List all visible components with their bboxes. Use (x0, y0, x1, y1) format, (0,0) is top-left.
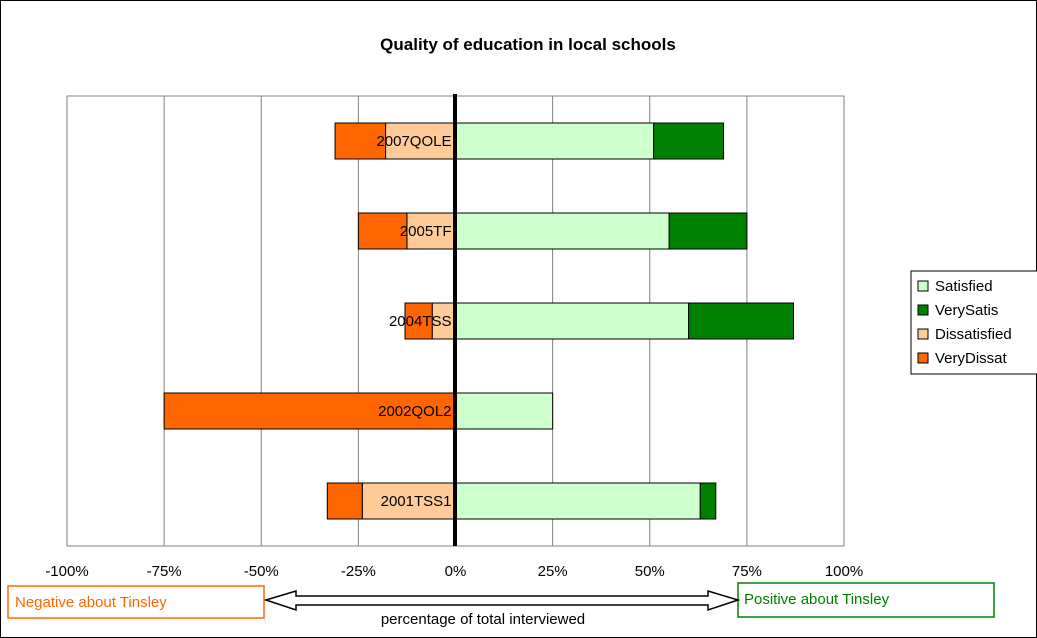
bar-segment-verydissat (334, 122, 387, 160)
axis-caption: percentage of total interviewed (381, 611, 585, 628)
legend-box (910, 270, 1037, 375)
legend-swatch (917, 280, 929, 292)
x-tick-label: 100% (825, 563, 863, 580)
negative-label: Negative about Tinsley (15, 594, 167, 611)
bar-segment-verysatis (688, 302, 794, 340)
x-axis-ticks: -100% -75% -50% -25% 0% 25% 50% 75% 100% (45, 563, 863, 580)
positive-label: Positive about Tinsley (744, 591, 890, 608)
x-tick-label: -25% (341, 563, 376, 580)
category-label: 2005TF (400, 223, 452, 240)
bar-segment-dissatisfied (385, 122, 457, 160)
x-tick-label: -100% (45, 563, 88, 580)
annotation-positive: Positive about Tinsley (737, 582, 995, 618)
x-tick-label: -75% (147, 563, 182, 580)
x-tick-label: 75% (732, 563, 762, 580)
legend-label: VerySatis (935, 302, 998, 319)
negative-box (7, 585, 265, 619)
bar-segment-verydissat (326, 482, 363, 520)
legend-items: Satisfied VerySatis Dissatisfied VeryDissat (917, 278, 1012, 367)
bar-segment-verydissat (404, 302, 433, 340)
category-labels: 2007QOLE 2005TF 2004TSS 2002QOL2 2001TSS1 (376, 133, 451, 510)
chart-title: Quality of education in local schools (380, 35, 676, 54)
bars (163, 122, 794, 520)
bar-segment-satisfied (455, 392, 554, 430)
bar-segment-satisfied (455, 122, 655, 160)
x-tick-label: -50% (244, 563, 279, 580)
annotation-negative: Negative about Tinsley (7, 585, 265, 619)
legend: Satisfied VerySatis Dissatisfied VeryDissat (910, 270, 1037, 375)
bar-segment-verysatis (653, 122, 725, 160)
legend-swatch (917, 304, 929, 316)
x-tick-label: 25% (538, 563, 568, 580)
positive-box (737, 582, 995, 618)
legend-swatch (917, 352, 929, 364)
bar-segment-satisfied (455, 482, 701, 520)
legend-label: Satisfied (935, 278, 993, 295)
bar-segment-verydissat (163, 392, 456, 430)
legend-swatch (917, 328, 929, 340)
category-label: 2007QOLE (376, 133, 451, 150)
bar-segment-satisfied (455, 212, 670, 250)
x-tick-label: 50% (635, 563, 665, 580)
legend-label: Dissatisfied (935, 326, 1012, 343)
x-tick-label: 0% (445, 563, 467, 580)
legend-label: VeryDissat (935, 350, 1008, 367)
bar-segment-verysatis (668, 212, 748, 250)
bar-segment-verysatis (699, 482, 717, 520)
double-arrow (263, 589, 741, 612)
bar-segment-satisfied (455, 302, 690, 340)
bar-segment-verydissat (357, 212, 408, 250)
category-label: 2001TSS1 (381, 493, 452, 510)
category-label: 2004TSS (389, 313, 452, 330)
category-label: 2002QOL2 (378, 403, 451, 420)
